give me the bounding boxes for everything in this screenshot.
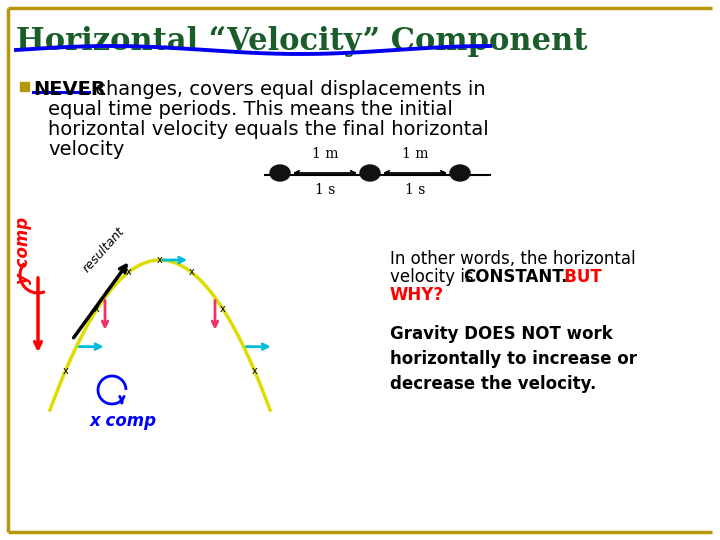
Text: 1 m: 1 m [402, 147, 428, 161]
Text: y comp: y comp [14, 217, 32, 284]
Text: Horizontal “Velocity” Component: Horizontal “Velocity” Component [16, 26, 588, 57]
Text: WHY?: WHY? [390, 286, 444, 304]
Text: Gravity DOES NOT work
horizontally to increase or
decrease the velocity.: Gravity DOES NOT work horizontally to in… [390, 325, 637, 393]
Text: x: x [189, 267, 194, 278]
Text: velocity: velocity [48, 140, 125, 159]
Text: horizontal velocity equals the final horizontal: horizontal velocity equals the final hor… [48, 120, 489, 139]
Text: 1 s: 1 s [405, 183, 426, 197]
Text: changes, covers equal displacements in: changes, covers equal displacements in [89, 80, 485, 99]
Text: BUT: BUT [547, 268, 602, 286]
Text: CONSTANT.: CONSTANT. [463, 268, 567, 286]
Ellipse shape [360, 165, 380, 181]
Text: 1 m: 1 m [312, 147, 338, 161]
Text: In other words, the horizontal: In other words, the horizontal [390, 250, 636, 268]
Text: 1 s: 1 s [315, 183, 336, 197]
Text: x: x [125, 267, 131, 278]
Text: x: x [220, 305, 226, 314]
Bar [20, 82, 29, 91]
Text: resultant: resultant [80, 225, 127, 275]
Ellipse shape [450, 165, 470, 181]
Text: x: x [94, 305, 100, 314]
Text: x: x [252, 366, 258, 376]
Text: NEVER: NEVER [33, 80, 106, 99]
Text: x comp: x comp [90, 412, 157, 430]
Ellipse shape [270, 165, 290, 181]
Text: equal time periods. This means the initial: equal time periods. This means the initi… [48, 100, 453, 119]
Text: velocity is: velocity is [390, 268, 479, 286]
Text: x: x [157, 255, 163, 265]
Text: x: x [63, 366, 68, 376]
